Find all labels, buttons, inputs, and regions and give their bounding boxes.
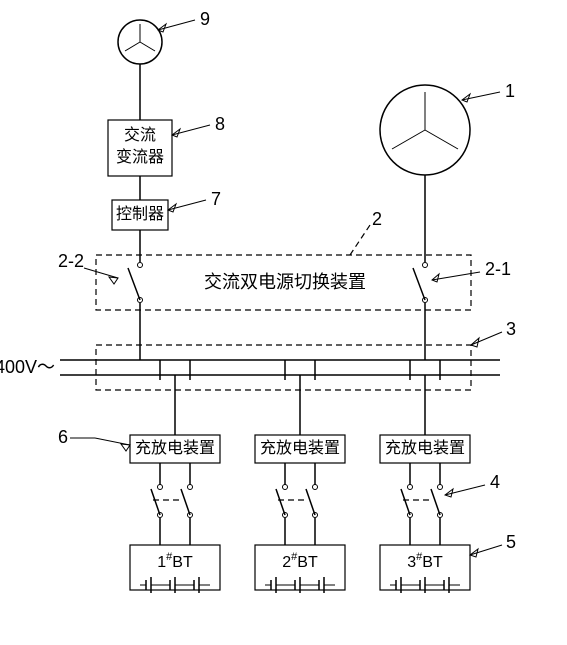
callout-7: 7 [211, 189, 221, 209]
generator-small [118, 20, 162, 64]
converter-line1: 交流 [124, 126, 156, 144]
battery-cells-3 [390, 577, 460, 593]
bus-box [96, 345, 471, 390]
charger-1-label: 充放电装置 [135, 439, 215, 457]
bus-voltage-label: 400V～ [0, 357, 55, 377]
ats-switch-right [413, 263, 428, 303]
switch-group-1 [151, 485, 193, 518]
controller-label: 控制器 [116, 205, 164, 223]
callout-2-1: 2-1 [485, 259, 511, 279]
callout-8: 8 [215, 114, 225, 134]
battery-cells-2 [265, 577, 335, 593]
callout-2-2: 2-2 [58, 251, 84, 271]
ats-switch-left [128, 263, 143, 303]
callout-9: 9 [200, 9, 210, 29]
callout-2: 2 [372, 209, 382, 229]
callout-6: 6 [58, 427, 68, 447]
generator-large [380, 85, 470, 175]
callout-1: 1 [505, 81, 515, 101]
callout-3: 3 [506, 319, 516, 339]
callout-4: 4 [490, 472, 500, 492]
battery-cells-1 [140, 577, 210, 593]
switch-group-3 [401, 485, 443, 518]
callout-5: 5 [506, 532, 516, 552]
bt2-label: 2#BT [282, 551, 318, 571]
branch-drops [160, 463, 440, 485]
ats-label: 交流双电源切换装置 [204, 272, 366, 292]
charger-3-label: 充放电装置 [385, 439, 465, 457]
switch-group-2 [276, 485, 318, 518]
converter-line2: 变流器 [116, 148, 164, 166]
bt3-label: 3#BT [407, 551, 443, 571]
bt1-label: 1#BT [157, 551, 193, 571]
charger-2-label: 充放电装置 [260, 439, 340, 457]
